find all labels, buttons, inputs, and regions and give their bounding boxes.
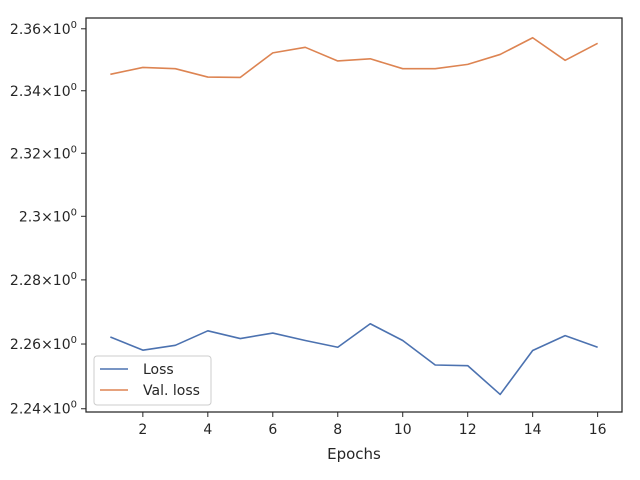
y-tick-label-3: 2.3×100 [19, 207, 77, 225]
y-axis: 2.24×100 2.26×100 2.28×100 2.3×100 2.32×100 2… [10, 20, 86, 418]
x-tick-label-10: 10 [394, 422, 412, 438]
series-line-1 [110, 36, 599, 79]
x-tick-label-12: 12 [459, 422, 477, 438]
x-tick-label-16: 16 [589, 422, 607, 438]
x-tick-label-14: 14 [524, 422, 542, 438]
x-axis-title: Epochs [327, 445, 381, 463]
y-tick-label-6: 2.36×100 [10, 20, 77, 38]
legend-label-val-loss: Val. loss [143, 383, 200, 399]
plot-background [86, 18, 622, 412]
y-tick-label-1: 2.26×100 [10, 335, 77, 353]
x-tick-label-8: 8 [333, 422, 342, 438]
legend: Loss Val. loss [93, 355, 212, 406]
y-tick-label-2: 2.28×100 [10, 271, 77, 289]
x-tick-label-6: 6 [268, 422, 277, 438]
plot-frame [85, 17, 623, 413]
series-line-0 [110, 322, 598, 396]
x-tick-label-4: 4 [203, 422, 212, 438]
y-tick-label-0: 2.24×100 [10, 400, 77, 418]
x-axis: 2 4 6 8 10 12 14 16 [138, 412, 607, 438]
series-layer [110, 36, 599, 396]
legend-label-loss: Loss [143, 362, 174, 378]
y-tick-label-4: 2.32×100 [10, 144, 77, 162]
y-tick-label-5: 2.34×100 [10, 82, 77, 100]
x-tick-label-2: 2 [138, 422, 147, 438]
